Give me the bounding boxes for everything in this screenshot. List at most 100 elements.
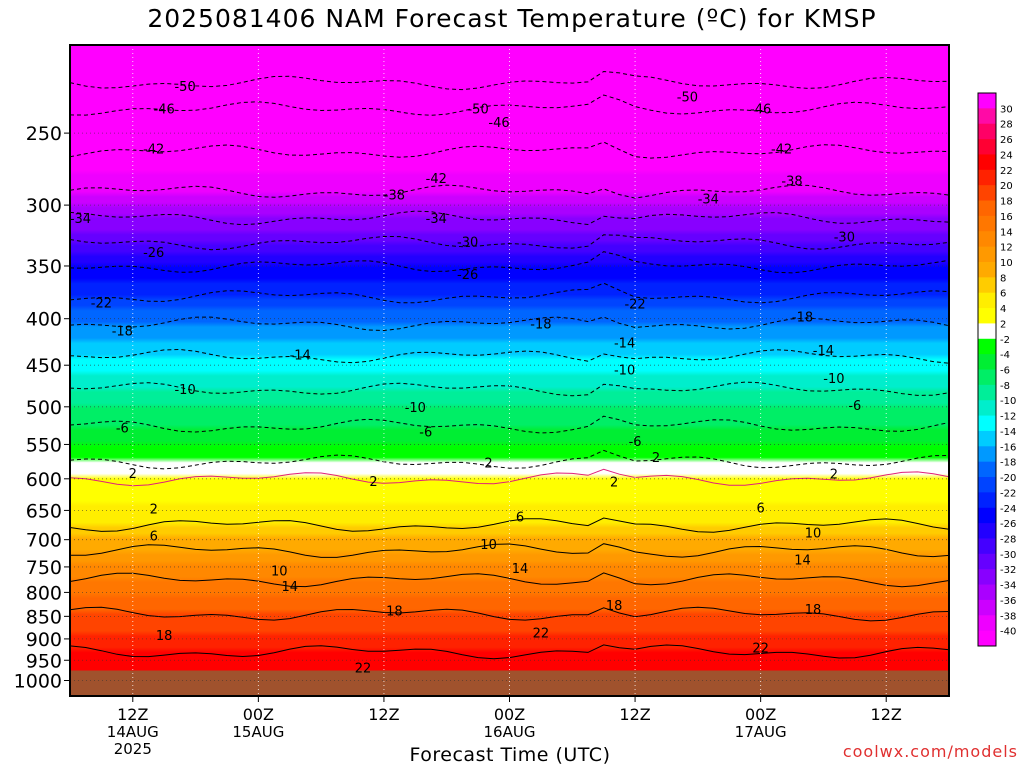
grid-lines	[70, 45, 949, 696]
colorbar-label: -22	[1000, 488, 1016, 499]
colorbar-label: 6	[1000, 289, 1006, 300]
y-tick-label: 850	[26, 606, 62, 628]
colorbar-label: 2	[1000, 319, 1006, 330]
colorbar-cell	[978, 446, 996, 463]
x-tick-label: 12Z	[619, 705, 650, 724]
color-legend: 30 28 26 24 22 20 18 16 14 12 10 8 6 4 2 -2 -4 -6 -8 -10 -12…	[977, 92, 1016, 647]
contour-label: -18	[792, 311, 813, 326]
colorbar-label: 12	[1000, 243, 1013, 254]
y-tick-label: 800	[26, 582, 62, 604]
contour-label: -6	[629, 435, 642, 450]
x-tick-label: 12Z	[368, 705, 399, 724]
isotherm-line	[70, 251, 949, 274]
isotherm-line	[70, 210, 949, 226]
colorbar-cell	[978, 261, 996, 278]
colorbar-cell	[978, 553, 996, 570]
contour-label: -26	[143, 246, 164, 261]
colorbar-label: -36	[1000, 596, 1016, 607]
colorbar-cell	[978, 569, 996, 586]
contour-label: -50	[174, 80, 195, 95]
colorbar-label: 16	[1000, 212, 1013, 223]
x-axis-label: Forecast Time (UTC)	[409, 744, 611, 766]
y-tick-label: 300	[26, 195, 62, 217]
y-tick-label: 750	[26, 557, 62, 579]
contour-label: -50	[467, 103, 488, 118]
colorbar-label: 28	[1000, 120, 1013, 131]
contour-label: -6	[419, 425, 432, 440]
pressure-axis: 2503003504004505005506006507007508008509…	[14, 123, 70, 693]
contour-label: -10	[405, 401, 426, 416]
colorbar-cell	[978, 93, 996, 109]
contour-label: -18	[530, 318, 551, 333]
colorbar-label: -24	[1000, 504, 1016, 515]
y-tick-label: 1000	[14, 671, 62, 693]
colorbar-cell	[978, 308, 996, 324]
chart-title: 2025081406 NAM Forecast Temperature (ºC)…	[147, 4, 877, 33]
colorbar-cell	[978, 430, 996, 447]
contour-label: 18	[386, 605, 403, 620]
contour-label: -10	[174, 383, 195, 398]
contour-label: 2	[129, 467, 137, 482]
contour-labels: -50-50-50-46-46-46-42-42-42-38-38-34 -34-…	[70, 80, 861, 676]
colorbar-cell	[978, 123, 996, 140]
y-tick-label: 700	[26, 530, 62, 552]
colorbar-label: -16	[1000, 442, 1016, 453]
contour-label: -6	[116, 422, 129, 437]
colorbar-cell	[978, 369, 996, 386]
contour-label: 10	[480, 538, 497, 553]
x-tick-date: 16AUG	[484, 723, 536, 741]
colorbar-label: -28	[1000, 534, 1016, 545]
colorbar-cell	[978, 169, 996, 186]
colorbar-cell	[978, 599, 996, 616]
ground-below-surface	[70, 670, 949, 696]
contour-label: -50	[677, 91, 698, 106]
contour-label: 14	[794, 553, 811, 568]
x-tick-label: 00Z	[745, 705, 776, 724]
isotherm-line	[70, 415, 949, 434]
source-credit: coolwx.com/models	[842, 742, 1018, 761]
contour-label: -46	[488, 116, 509, 131]
y-tick-label: 250	[26, 123, 62, 145]
colorbar-label: -6	[1000, 366, 1010, 377]
y-tick-label: 500	[26, 397, 62, 419]
colorbar-cell	[978, 323, 996, 340]
x-tick-date: 14AUG	[107, 723, 159, 741]
isotherm-line	[70, 572, 949, 588]
contour-label: -14	[614, 337, 635, 352]
x-tick-label: 12Z	[871, 705, 902, 724]
contour-label: -34	[698, 192, 719, 207]
y-tick-label: 950	[26, 650, 62, 672]
contour-label: 2	[369, 475, 377, 490]
contour-label: 22	[355, 662, 372, 677]
contour-label: -22	[624, 298, 645, 313]
isotherm-line	[70, 316, 949, 332]
colorbar-label: -20	[1000, 473, 1016, 484]
contour-label: -42	[143, 143, 164, 158]
colorbar-label: -32	[1000, 565, 1016, 576]
colorbar-label: -34	[1000, 581, 1016, 592]
colorbar-cell	[978, 507, 996, 524]
colorbar-cell	[978, 415, 996, 432]
colorbar-label: -30	[1000, 550, 1016, 561]
contour-label: 10	[271, 565, 288, 580]
y-tick-label: 450	[26, 355, 62, 377]
contour-label: 18	[805, 603, 822, 618]
contour-label: -30	[457, 236, 478, 251]
contour-label: -46	[154, 103, 175, 118]
colorbar-label: 14	[1000, 227, 1013, 238]
colorbar-label: 20	[1000, 181, 1013, 192]
colorbar-cell	[978, 584, 996, 601]
colorbar-label: -4	[1000, 350, 1010, 361]
colorbar-cell	[978, 477, 996, 493]
colorbar-cell	[978, 139, 996, 155]
contour-label: -38	[384, 188, 405, 203]
contour-label: -26	[457, 268, 478, 283]
colorbar-cell	[978, 200, 996, 217]
y-tick-label: 400	[26, 309, 62, 331]
isotherm-line	[70, 184, 949, 199]
contour-label: 14	[281, 580, 298, 595]
colorbar-cell	[978, 185, 996, 202]
colorbar-label: 22	[1000, 166, 1013, 177]
contour-label: -42	[426, 172, 447, 187]
colorbar-label: -10	[1000, 396, 1016, 407]
